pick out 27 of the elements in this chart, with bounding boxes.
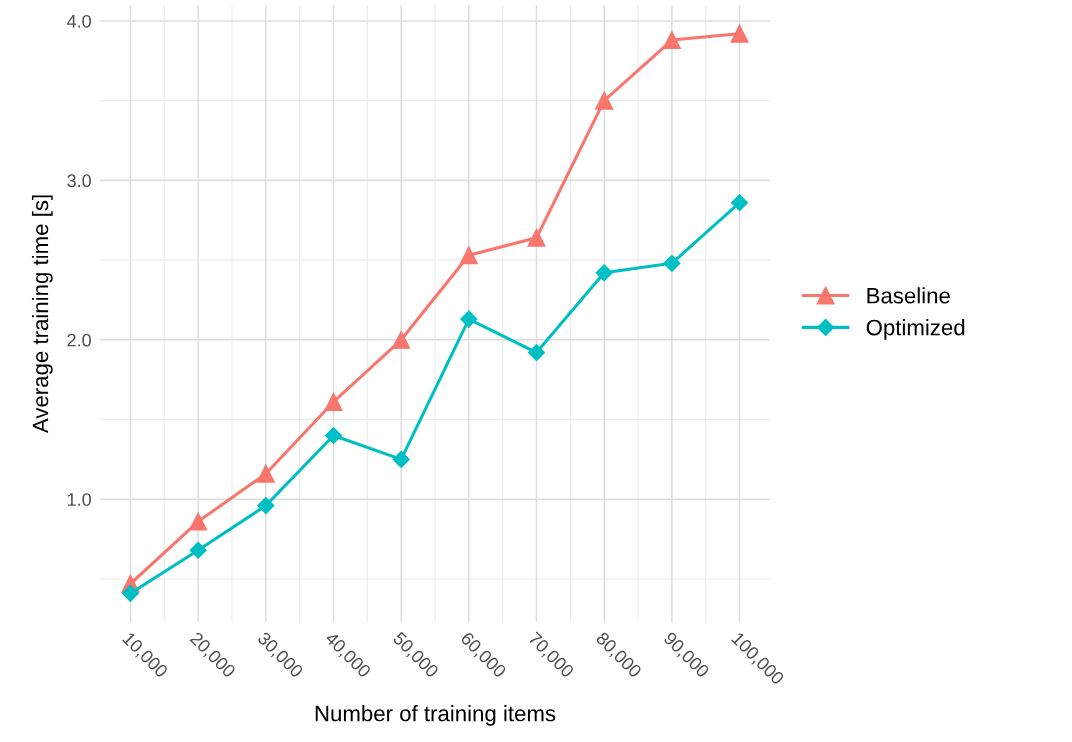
point (189, 541, 207, 559)
legend-label: Baseline (867, 287, 950, 304)
point (392, 450, 410, 468)
point (527, 228, 546, 247)
legend-label: Optimized (866, 319, 965, 340)
point (324, 392, 343, 412)
point (257, 497, 275, 515)
point (730, 24, 749, 43)
y-tick-label: 2.0 (67, 333, 91, 347)
point (459, 246, 478, 265)
y-tick-label: 3.0 (67, 174, 91, 188)
point (595, 91, 614, 110)
point (392, 330, 411, 349)
point (663, 254, 681, 272)
point (730, 194, 749, 212)
point (460, 310, 478, 328)
y-tick-label: 4.0 (66, 14, 91, 28)
point (324, 426, 343, 445)
point (662, 31, 681, 50)
point (121, 584, 140, 602)
y-axis-title: Average training time [s] (31, 195, 53, 434)
point (527, 344, 546, 362)
point (189, 512, 208, 531)
point (256, 464, 275, 483)
x-axis-title: Number of training items (315, 705, 556, 726)
point (595, 264, 613, 282)
y-tick-label: 1.0 (67, 493, 91, 506)
